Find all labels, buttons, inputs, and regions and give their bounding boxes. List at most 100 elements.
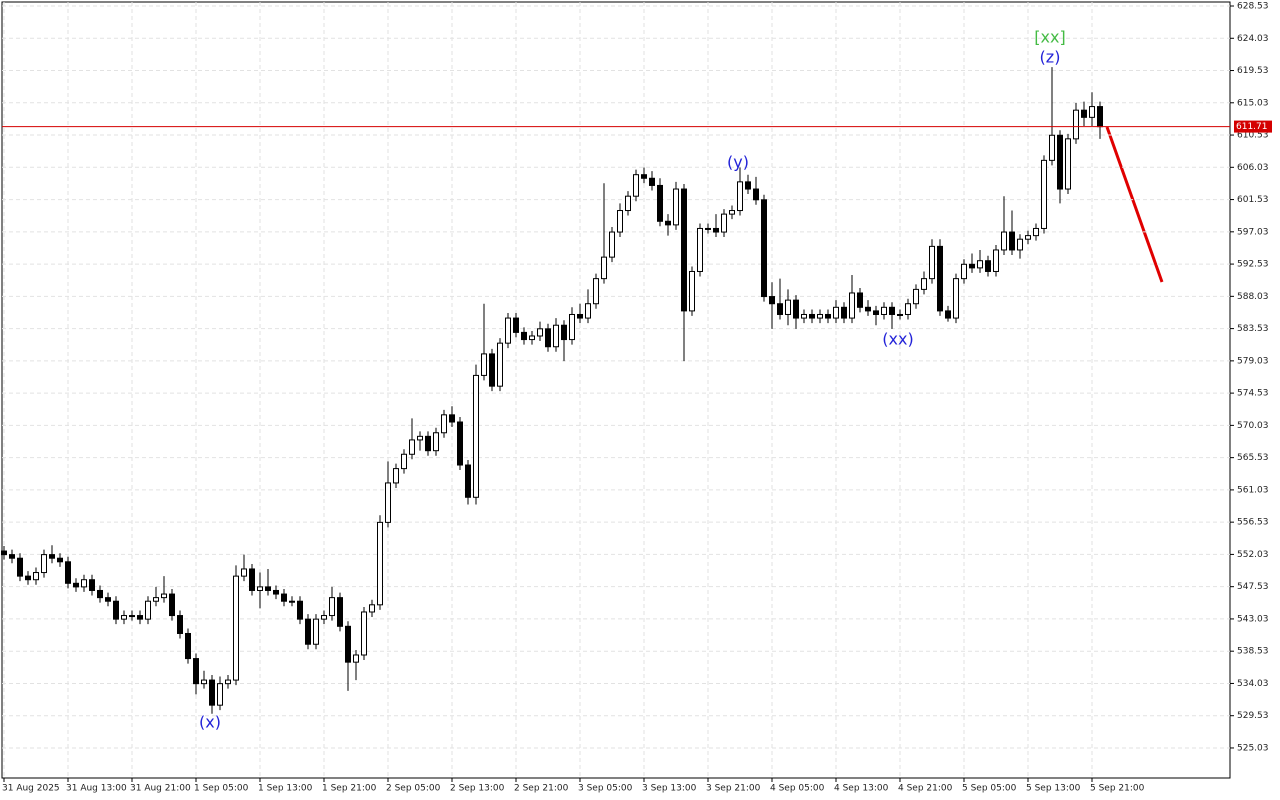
candle-body xyxy=(881,306,887,315)
candle-body xyxy=(673,188,679,226)
candle-body xyxy=(233,575,239,681)
candle-body xyxy=(1049,134,1055,161)
x-tick-label: 31 Aug 2025 xyxy=(2,784,60,794)
candle-body xyxy=(297,600,303,620)
candle-body xyxy=(969,263,975,269)
y-tick-label: 525.03 xyxy=(1237,743,1269,753)
candle-body xyxy=(401,453,407,470)
x-tick-label: 5 Sep 05:00 xyxy=(962,784,1017,794)
grid xyxy=(2,2,1230,778)
candle-body xyxy=(865,306,871,312)
candle-body xyxy=(553,324,559,348)
x-tick-label: 5 Sep 13:00 xyxy=(1026,784,1081,794)
candle-body xyxy=(897,313,903,316)
candle-body xyxy=(793,299,799,319)
candle-body xyxy=(945,310,951,319)
y-tick-label: 619.53 xyxy=(1237,66,1269,76)
y-tick-label: 529.53 xyxy=(1237,711,1269,721)
candle-body xyxy=(209,679,215,706)
candle-body xyxy=(569,313,575,341)
candle-body xyxy=(409,439,415,455)
candle-body xyxy=(961,263,967,280)
candle-body xyxy=(473,374,479,498)
candle-body xyxy=(457,421,463,466)
forecast-line xyxy=(1105,126,1164,283)
candle-body xyxy=(265,586,271,591)
candle-body xyxy=(49,554,55,559)
candle-body xyxy=(977,260,983,269)
plot-frame xyxy=(1,1,1231,779)
candle-body xyxy=(169,593,175,617)
candle-body xyxy=(529,335,535,341)
candle-body xyxy=(25,575,31,581)
y-tick-label: 601.53 xyxy=(1237,195,1269,205)
candle-body xyxy=(1089,106,1095,118)
candle-body xyxy=(441,414,447,434)
candle-body xyxy=(201,679,207,685)
y-tick-label: 543.03 xyxy=(1237,614,1269,624)
candle-body xyxy=(601,256,607,280)
candle-body xyxy=(417,435,423,441)
candle-body xyxy=(505,317,511,344)
candle-body xyxy=(665,220,671,226)
candle-body xyxy=(953,278,959,319)
candle-body xyxy=(737,181,743,212)
candle-body xyxy=(369,604,375,613)
candle-body xyxy=(697,227,703,272)
candle-body xyxy=(137,615,143,620)
candle-body xyxy=(809,313,815,319)
last-price-tag xyxy=(1234,120,1272,133)
y-tick-label: 579.03 xyxy=(1237,356,1269,366)
candle-body xyxy=(769,296,775,305)
candle-body xyxy=(625,195,631,212)
candle-body xyxy=(1057,134,1063,190)
candle-body xyxy=(89,579,95,591)
candle-body xyxy=(585,303,591,319)
candle-body xyxy=(609,231,615,258)
candle-body xyxy=(641,174,647,179)
y-tick-label: 610.53 xyxy=(1237,131,1269,141)
y-tick-label: 574.53 xyxy=(1237,389,1269,399)
candle-body xyxy=(337,597,343,627)
wave-label: [xx] xyxy=(1034,28,1065,47)
candle-body xyxy=(425,435,431,452)
candle-body xyxy=(537,328,543,337)
candle-body xyxy=(385,482,391,523)
candle-body xyxy=(817,313,823,319)
candle-body xyxy=(1001,231,1007,251)
candle-body xyxy=(161,593,167,599)
candle-body xyxy=(649,177,655,186)
candle-body xyxy=(1,550,7,556)
candle-body xyxy=(841,306,847,319)
x-tick-label: 3 Sep 05:00 xyxy=(578,784,633,794)
candle-body xyxy=(305,618,311,645)
candle-body xyxy=(721,213,727,233)
y-tick-label: 628.53 xyxy=(1237,2,1269,12)
candle-body xyxy=(129,615,135,618)
candle-body xyxy=(545,328,551,348)
x-tick-label: 4 Sep 21:00 xyxy=(898,784,953,794)
candle-body xyxy=(249,568,255,591)
candle-body xyxy=(33,572,39,581)
candle-body xyxy=(785,299,791,315)
x-tick-label: 31 Aug 13:00 xyxy=(66,784,127,794)
y-tick-label: 583.53 xyxy=(1237,324,1269,334)
x-tick-label: 2 Sep 05:00 xyxy=(386,784,441,794)
candle-body xyxy=(761,199,767,298)
candle-body xyxy=(81,579,87,588)
x-tick-label: 31 Aug 21:00 xyxy=(130,784,191,794)
y-tick-label: 561.03 xyxy=(1237,485,1269,495)
x-tick-label: 5 Sep 21:00 xyxy=(1090,784,1145,794)
candle-body xyxy=(753,188,759,201)
candle-body xyxy=(905,303,911,315)
candle-body xyxy=(777,303,783,315)
candle-body xyxy=(489,353,495,387)
candle-body xyxy=(185,632,191,660)
candle-body xyxy=(729,210,735,215)
y-tick-label: 552.03 xyxy=(1237,550,1269,560)
candle-body xyxy=(313,618,319,645)
candle-body xyxy=(57,557,63,563)
candle-body xyxy=(681,188,687,312)
x-tick-label: 3 Sep 21:00 xyxy=(706,784,761,794)
